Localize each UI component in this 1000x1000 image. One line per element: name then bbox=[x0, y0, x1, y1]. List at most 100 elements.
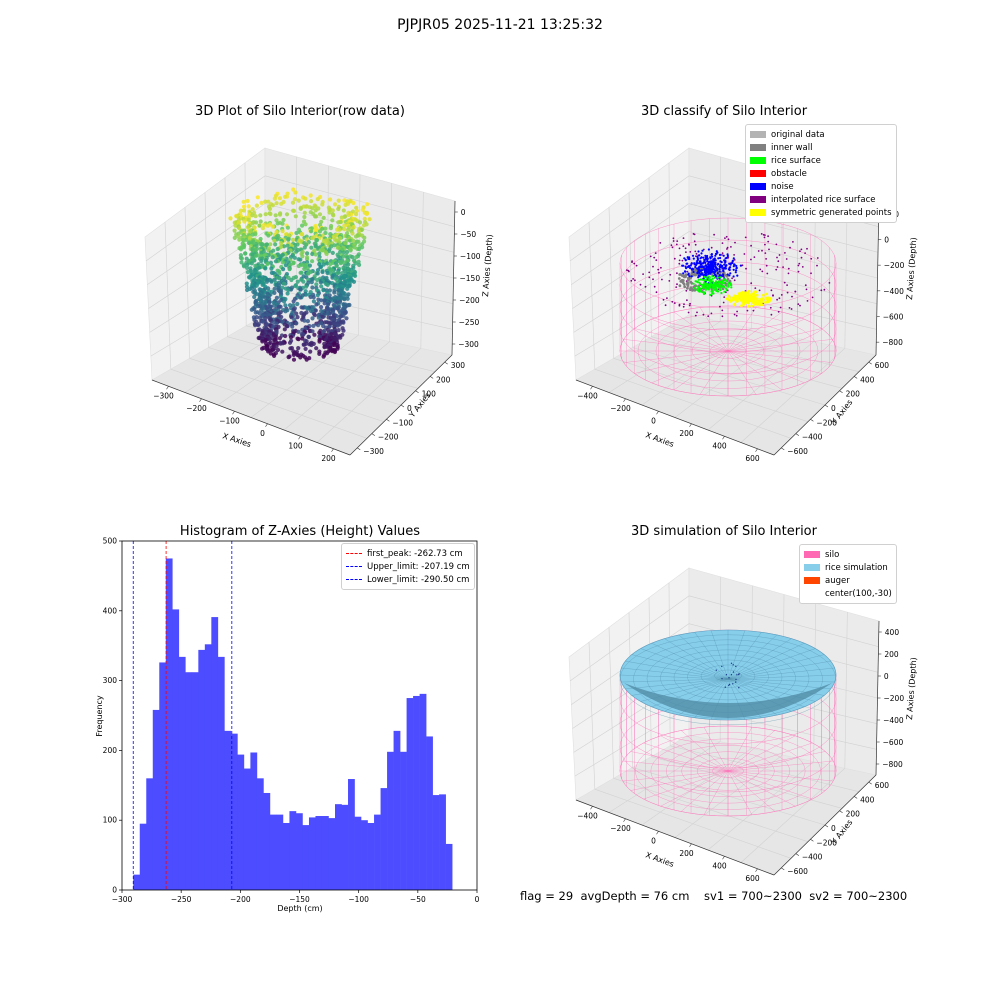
rice-surface-point bbox=[709, 282, 712, 285]
data-point bbox=[267, 206, 273, 211]
inner-wall-point bbox=[687, 276, 690, 280]
noise-point bbox=[718, 270, 721, 273]
histogram-bar bbox=[224, 730, 232, 890]
data-point bbox=[305, 319, 310, 324]
noise-point bbox=[698, 262, 701, 265]
rice-mesh-spoke bbox=[727, 678, 762, 718]
histogram-bar bbox=[393, 730, 401, 890]
data-point bbox=[315, 271, 320, 276]
silo-floor-spoke bbox=[623, 339, 729, 352]
rice-surface-point bbox=[698, 281, 701, 284]
silo-floor-spoke bbox=[703, 727, 729, 772]
interpolated-point bbox=[731, 277, 733, 280]
p4-legend-item: rice simulation bbox=[804, 561, 892, 574]
interpolated-point bbox=[794, 290, 797, 293]
legend-swatch bbox=[804, 551, 820, 558]
histogram-bar bbox=[400, 751, 407, 890]
data-point bbox=[294, 249, 299, 254]
silo-floor-spoke bbox=[727, 318, 805, 352]
noise-point bbox=[736, 274, 739, 277]
data-point bbox=[283, 263, 288, 268]
symmetric-point bbox=[759, 298, 762, 301]
data-point bbox=[282, 299, 287, 304]
noise-point bbox=[692, 257, 695, 260]
data-point bbox=[354, 255, 359, 260]
interpolated-point bbox=[628, 270, 630, 273]
data-point bbox=[314, 282, 319, 287]
silo-floor-spoke bbox=[680, 770, 729, 812]
data-point bbox=[350, 254, 355, 260]
data-point bbox=[263, 199, 268, 204]
rice-mesh-spoke bbox=[678, 678, 729, 716]
x-tick-label: 100 bbox=[288, 441, 303, 450]
auger-point bbox=[738, 687, 740, 689]
symmetric-point bbox=[751, 299, 754, 303]
y-tick-label: −100 bbox=[392, 418, 413, 427]
data-point bbox=[268, 242, 273, 247]
data-point bbox=[318, 248, 323, 253]
rice-mesh-spoke bbox=[727, 678, 816, 702]
data-point bbox=[241, 208, 247, 213]
legend-swatch bbox=[750, 131, 766, 138]
data-point bbox=[256, 323, 261, 328]
x-tick-label: −100 bbox=[219, 416, 240, 425]
x-tick-label: −200 bbox=[230, 895, 251, 904]
auger-point bbox=[728, 684, 730, 687]
noise-point bbox=[696, 255, 699, 258]
data-point bbox=[301, 305, 306, 310]
interpolated-point bbox=[685, 289, 688, 292]
interpolated-point bbox=[784, 252, 786, 254]
p4-legend-item: center(100,-30) bbox=[804, 587, 892, 600]
silo-floor-spoke bbox=[651, 318, 729, 352]
data-point bbox=[283, 333, 288, 339]
noise-point bbox=[695, 261, 698, 264]
data-point bbox=[321, 288, 326, 293]
p2-legend: original data inner wall rice surface ob… bbox=[745, 124, 897, 223]
data-point bbox=[311, 295, 316, 300]
silo-floor-spoke bbox=[727, 339, 833, 352]
rice-surface-point bbox=[714, 283, 717, 286]
x-tick-label: −50 bbox=[410, 895, 426, 904]
data-point bbox=[353, 273, 358, 278]
noise-point bbox=[703, 271, 707, 274]
data-point bbox=[305, 257, 310, 262]
data-point bbox=[290, 200, 296, 205]
data-point bbox=[260, 226, 265, 231]
auger-point bbox=[735, 678, 737, 681]
p2-legend-item: noise bbox=[750, 180, 892, 193]
rice-surface-point bbox=[708, 288, 711, 291]
x-tick bbox=[656, 831, 659, 835]
data-point bbox=[305, 306, 310, 311]
noise-point bbox=[723, 263, 726, 266]
rice-surface-point bbox=[692, 282, 695, 285]
rice-mesh-spoke bbox=[727, 660, 831, 680]
data-point bbox=[295, 315, 300, 320]
p2-xlabel: X Axies bbox=[644, 430, 675, 449]
histogram-bar bbox=[263, 792, 271, 890]
data-point bbox=[277, 276, 282, 281]
data-point bbox=[269, 279, 274, 284]
data-point bbox=[285, 191, 290, 196]
noise-point bbox=[682, 272, 685, 275]
p1-ticks: −300−200−1000100200−300−200−100010020030… bbox=[153, 208, 481, 463]
y-tick bbox=[868, 781, 872, 785]
data-point bbox=[310, 259, 315, 264]
legend-swatch bbox=[750, 170, 766, 177]
silo-floor-spoke bbox=[651, 350, 729, 384]
rice-mesh-spoke bbox=[727, 678, 746, 720]
data-point bbox=[309, 229, 314, 234]
rice-surface-point bbox=[701, 283, 704, 286]
y-tick-label: 0 bbox=[407, 404, 412, 413]
rice-mesh-spoke bbox=[621, 678, 729, 683]
data-point bbox=[283, 194, 288, 199]
data-point bbox=[354, 212, 359, 217]
x-tick-label: −250 bbox=[171, 895, 192, 904]
x-tick-label: −100 bbox=[348, 895, 369, 904]
data-point bbox=[305, 251, 310, 256]
noise-point bbox=[703, 268, 706, 271]
rice-surface-point bbox=[705, 279, 708, 282]
y-tick-label: 0 bbox=[831, 824, 836, 833]
noise-point bbox=[697, 268, 700, 271]
interpolated-point bbox=[660, 266, 662, 269]
data-point bbox=[312, 332, 317, 337]
